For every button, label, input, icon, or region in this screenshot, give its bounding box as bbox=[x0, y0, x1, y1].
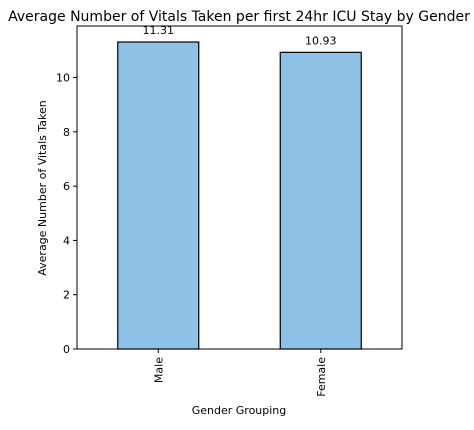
bar-male bbox=[117, 41, 200, 350]
data-label-male: 11.31 bbox=[143, 24, 175, 37]
data-label-female: 10.93 bbox=[305, 34, 337, 47]
x-tick-label-male: Male bbox=[152, 357, 165, 383]
chart-title: Average Number of Vitals Taken per first… bbox=[8, 9, 470, 25]
plot-area-frame bbox=[76, 25, 403, 350]
y-axis-label: Average Number of Vitals Taken bbox=[36, 100, 49, 276]
y-tick-label: 6 bbox=[63, 180, 70, 193]
x-tick-label-female: Female bbox=[315, 357, 328, 397]
y-tick-label: 4 bbox=[63, 234, 70, 247]
y-tick-label: 0 bbox=[63, 343, 70, 356]
y-tick-label: 2 bbox=[63, 289, 70, 302]
x-axis-label: Gender Grouping bbox=[192, 404, 287, 417]
y-tick-label: 8 bbox=[63, 126, 70, 139]
y-tick-label: 10 bbox=[56, 72, 70, 85]
bar-female bbox=[279, 51, 362, 350]
